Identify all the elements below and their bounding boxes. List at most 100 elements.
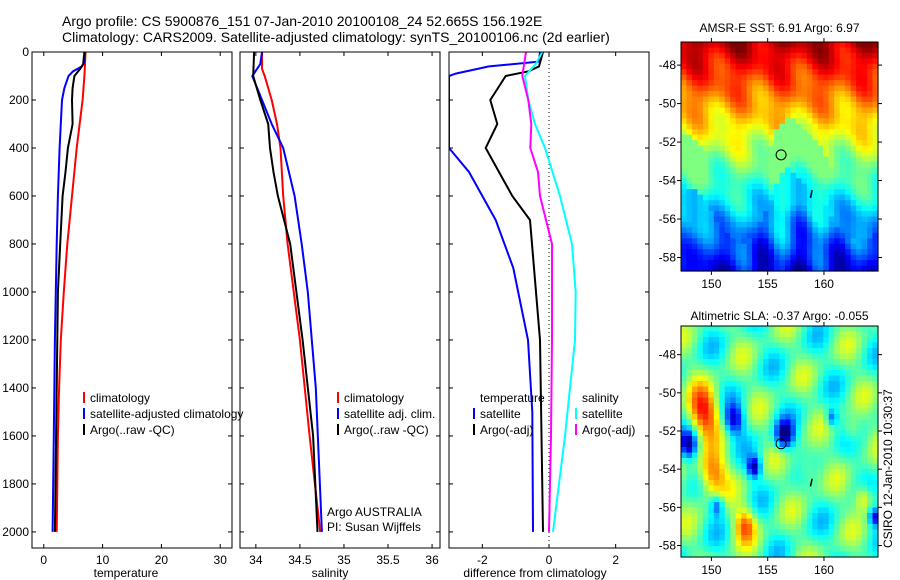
map-cell <box>768 232 775 239</box>
map-cell <box>845 496 852 503</box>
map-cell <box>834 331 841 338</box>
map-cell <box>752 265 759 272</box>
map-cell <box>806 419 813 426</box>
map-cell <box>850 140 857 147</box>
map-cell <box>774 353 781 360</box>
map-cell <box>752 480 759 487</box>
map-cell <box>697 463 704 470</box>
map-cell <box>795 414 802 421</box>
map-cell <box>801 474 808 481</box>
map-cell <box>861 178 868 185</box>
map-cell <box>691 232 699 239</box>
map-cell <box>784 474 792 481</box>
map-cell <box>741 52 748 59</box>
map-cell <box>763 348 770 355</box>
map-cell <box>845 205 852 212</box>
map-cell <box>763 331 770 338</box>
map-cell <box>757 134 764 141</box>
map-cell <box>795 337 802 344</box>
map-cell <box>713 211 720 218</box>
map-cell <box>861 529 868 536</box>
map-cell <box>746 337 753 344</box>
map-cell <box>686 74 693 81</box>
map-cell <box>691 513 699 520</box>
map-cell <box>784 513 792 520</box>
map-cell <box>713 172 720 179</box>
map-cell <box>713 524 720 531</box>
map-cell <box>708 535 715 542</box>
map-cell <box>697 156 704 163</box>
map-cell <box>834 134 841 141</box>
map-cell <box>817 529 824 536</box>
map-cell <box>828 403 835 410</box>
map-cell <box>763 112 770 119</box>
map-cell <box>752 337 759 344</box>
map-cell <box>708 408 715 415</box>
map-cell <box>774 469 781 476</box>
map-cell <box>779 189 786 196</box>
map-cell <box>845 524 852 531</box>
map-cell <box>779 85 786 92</box>
map-cell <box>741 194 748 201</box>
map-cell <box>828 205 835 212</box>
map-cell <box>735 172 742 179</box>
map-cell <box>719 518 726 525</box>
map-cell <box>834 353 841 360</box>
map-cell <box>867 101 874 109</box>
map-cell <box>719 123 726 130</box>
map-cell <box>790 238 797 245</box>
map-cell <box>763 134 770 141</box>
map-cell <box>845 238 852 245</box>
map-cell <box>795 513 802 520</box>
map-cell <box>708 337 715 344</box>
map-cell <box>801 485 808 492</box>
map-cell <box>806 101 813 109</box>
map-cell <box>806 397 813 404</box>
map-cell <box>845 337 852 344</box>
map-cell <box>828 216 835 223</box>
map-cell <box>823 101 830 109</box>
map-cell <box>681 189 688 196</box>
map-cell <box>839 342 846 349</box>
map-cell <box>713 80 720 87</box>
map-cell <box>768 524 775 531</box>
map-cell <box>790 408 797 415</box>
map-cell <box>861 85 868 92</box>
x-tick-label: 35 <box>337 553 351 567</box>
map-cell <box>856 123 863 130</box>
map-cell <box>856 441 863 448</box>
y-tick-label: 1600 <box>2 429 29 443</box>
map-cell <box>697 96 704 103</box>
map-cell <box>702 469 709 476</box>
map-cell <box>686 441 693 448</box>
map-cell <box>752 178 759 185</box>
map-cell <box>691 249 699 256</box>
map-cell <box>697 118 704 125</box>
map-cell <box>812 359 819 366</box>
map-cell <box>834 436 841 443</box>
map-cell <box>839 502 846 509</box>
map-cell <box>823 359 830 366</box>
map-cell <box>806 386 813 393</box>
map-cell <box>757 80 764 87</box>
map-cell <box>812 260 819 267</box>
map-cell <box>686 403 693 410</box>
map-cell <box>741 397 748 404</box>
map-cell <box>697 254 704 261</box>
map-cell <box>828 430 835 437</box>
map-cell <box>795 386 802 393</box>
map-cell <box>779 172 786 179</box>
map-cell <box>823 546 830 553</box>
map-cell <box>697 211 704 218</box>
map-cell <box>735 337 742 344</box>
map-cell <box>746 386 753 393</box>
map-cell <box>795 227 802 234</box>
map-cell <box>713 375 720 382</box>
map-cell <box>806 458 813 465</box>
map-cell <box>730 101 737 109</box>
map-cell <box>867 156 874 163</box>
map-cell <box>828 118 835 125</box>
map-cell <box>812 474 819 481</box>
map-cell <box>774 221 781 228</box>
map-cell <box>730 194 737 201</box>
